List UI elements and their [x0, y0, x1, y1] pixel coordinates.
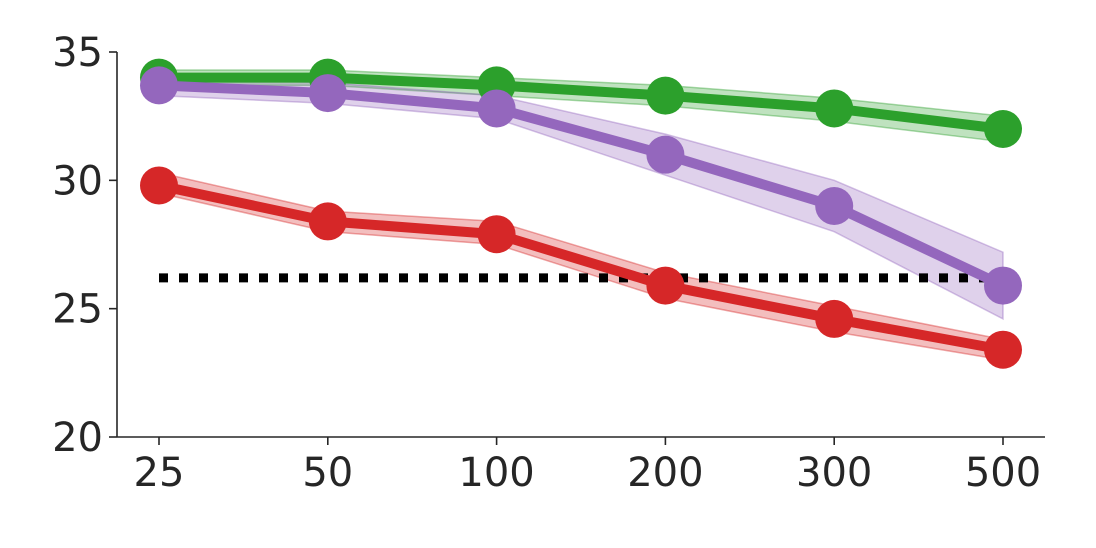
- x-tick-label: 25: [134, 450, 185, 496]
- series-0-point-4: [815, 89, 854, 128]
- series-1-point-3: [646, 135, 685, 174]
- series-line-2: [157, 180, 1004, 355]
- y-tick-label: 20: [52, 415, 103, 461]
- x-tick-label: 300: [796, 450, 872, 496]
- series-1-point-4: [815, 187, 854, 225]
- series-1-point-0: [140, 66, 178, 105]
- series-2-point-1: [308, 202, 347, 241]
- y-tick-label: 25: [52, 287, 103, 333]
- series-line-1: [158, 80, 1006, 291]
- series-0-point-5: [984, 110, 1022, 148]
- series-1-point-2: [477, 89, 516, 128]
- series-line-0: [159, 72, 1004, 134]
- series-lines: [157, 72, 1006, 355]
- y-tick-label: 35: [52, 30, 103, 76]
- y-tick-label: 30: [52, 158, 103, 204]
- series-0-point-3: [646, 76, 685, 115]
- series-1-point-1: [308, 74, 347, 113]
- x-tick-label: 500: [965, 450, 1041, 496]
- series-2-point-3: [646, 266, 685, 305]
- series-2-point-5: [984, 330, 1022, 369]
- series-2-point-0: [140, 166, 178, 205]
- x-tick-label: 200: [627, 450, 703, 496]
- series-2-point-2: [477, 215, 516, 254]
- series-1-point-5: [984, 266, 1022, 305]
- series-points: [140, 58, 1022, 369]
- x-tick-label: 100: [458, 450, 534, 496]
- series-2-point-4: [815, 299, 854, 338]
- axes: 20 25 30 35 25 50 100 200 300 500: [52, 30, 1045, 496]
- x-tick-label: 50: [302, 450, 353, 496]
